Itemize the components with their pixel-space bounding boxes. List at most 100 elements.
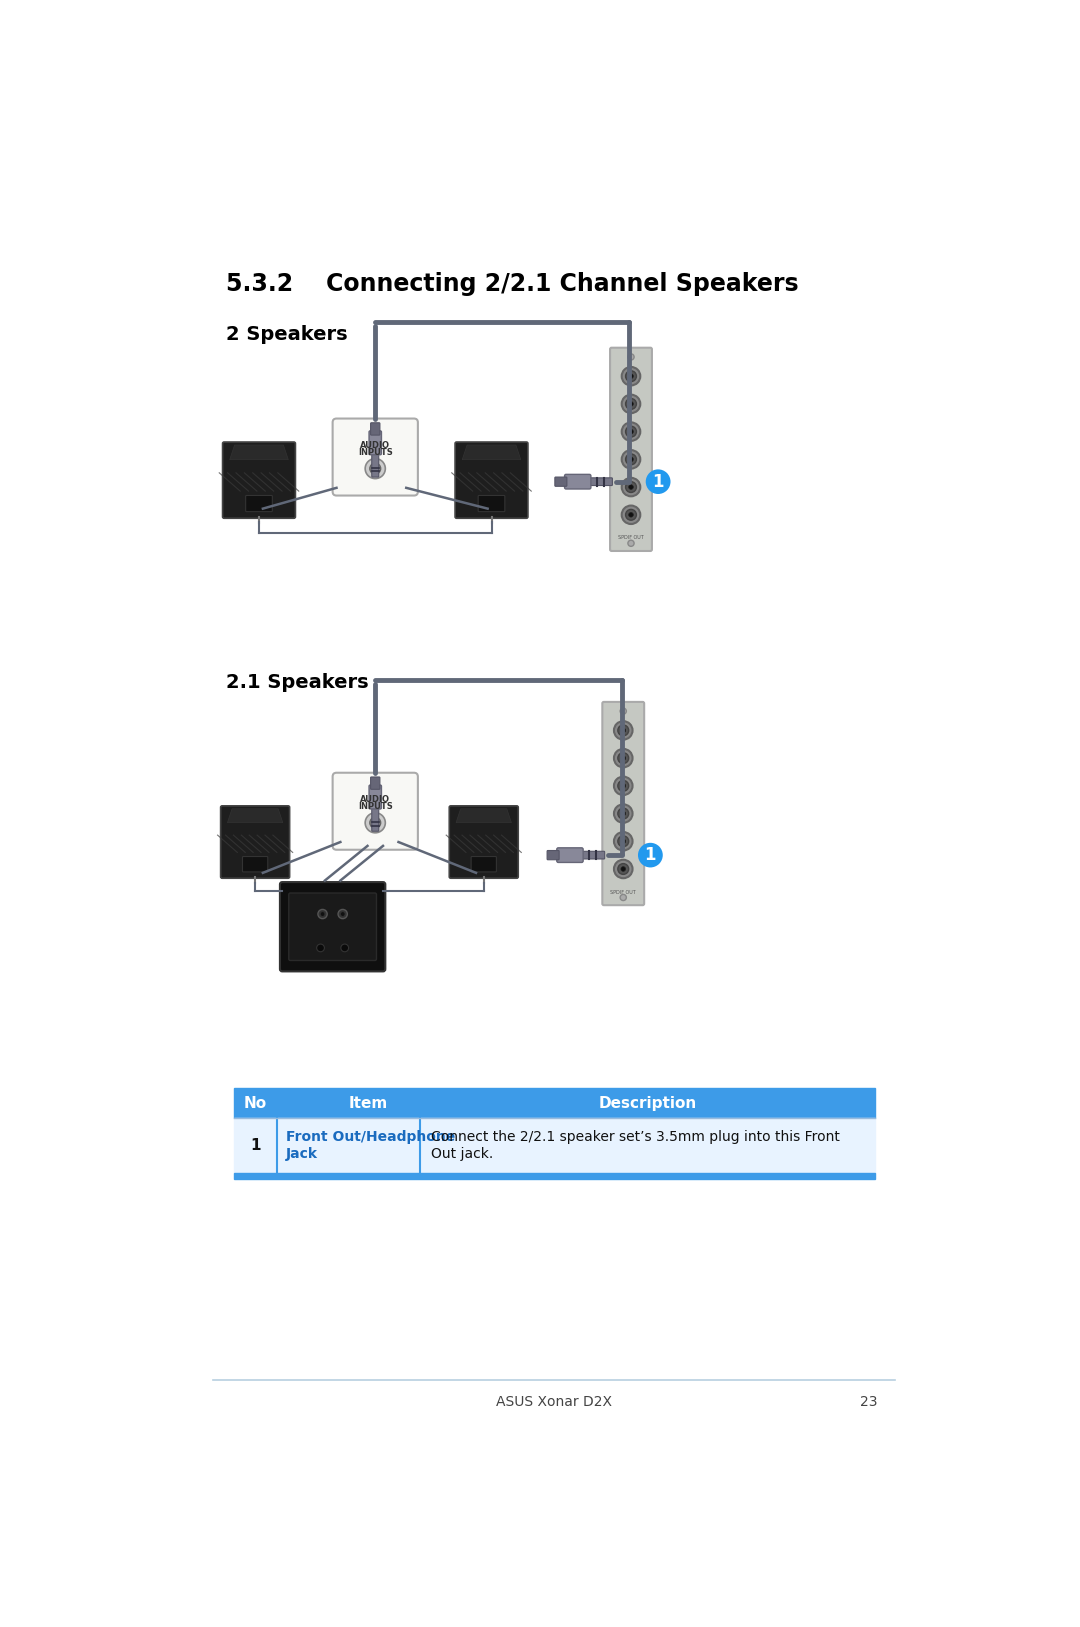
- Text: AUDIO: AUDIO: [361, 796, 390, 804]
- FancyBboxPatch shape: [372, 805, 379, 831]
- Circle shape: [613, 859, 633, 879]
- Circle shape: [321, 911, 325, 916]
- FancyBboxPatch shape: [245, 496, 272, 511]
- Text: Out jack.: Out jack.: [431, 1147, 494, 1162]
- Circle shape: [625, 371, 636, 382]
- Circle shape: [318, 909, 327, 919]
- Text: Front Out/Headphone: Front Out/Headphone: [286, 1129, 456, 1144]
- Text: SPDIF OUT: SPDIF OUT: [610, 890, 636, 895]
- Circle shape: [373, 820, 378, 825]
- FancyBboxPatch shape: [603, 701, 644, 905]
- Text: Item: Item: [349, 1095, 388, 1111]
- Circle shape: [625, 399, 636, 410]
- Text: ASUS Xonar D2X: ASUS Xonar D2X: [496, 1394, 611, 1409]
- Circle shape: [622, 423, 640, 441]
- Circle shape: [338, 909, 348, 919]
- Text: INPUTS: INPUTS: [357, 447, 393, 457]
- FancyBboxPatch shape: [333, 773, 418, 849]
- Circle shape: [620, 708, 626, 714]
- Circle shape: [622, 395, 640, 413]
- Text: INPUTS: INPUTS: [357, 802, 393, 812]
- Circle shape: [621, 727, 625, 732]
- Text: 1: 1: [251, 1137, 260, 1154]
- Circle shape: [622, 368, 640, 386]
- Circle shape: [621, 812, 625, 815]
- FancyBboxPatch shape: [478, 496, 504, 511]
- Circle shape: [621, 784, 625, 787]
- Polygon shape: [462, 446, 521, 460]
- FancyBboxPatch shape: [288, 893, 377, 960]
- FancyBboxPatch shape: [333, 418, 418, 496]
- Circle shape: [629, 430, 633, 434]
- Circle shape: [638, 843, 663, 867]
- Circle shape: [629, 513, 633, 517]
- FancyBboxPatch shape: [372, 451, 379, 477]
- FancyBboxPatch shape: [610, 348, 652, 552]
- Text: 2.1 Speakers: 2.1 Speakers: [227, 672, 369, 691]
- FancyBboxPatch shape: [280, 882, 386, 971]
- Text: 23: 23: [860, 1394, 877, 1409]
- Circle shape: [625, 482, 636, 493]
- Text: No: No: [244, 1095, 267, 1111]
- FancyBboxPatch shape: [243, 856, 268, 872]
- FancyBboxPatch shape: [370, 778, 380, 789]
- Text: 1: 1: [652, 473, 664, 491]
- Circle shape: [621, 867, 625, 872]
- Circle shape: [613, 776, 633, 796]
- FancyBboxPatch shape: [220, 805, 289, 879]
- Circle shape: [625, 426, 636, 438]
- FancyBboxPatch shape: [548, 851, 559, 859]
- Circle shape: [629, 457, 633, 462]
- Text: Description: Description: [598, 1095, 697, 1111]
- Circle shape: [627, 540, 634, 547]
- Circle shape: [621, 757, 625, 760]
- Circle shape: [618, 864, 629, 874]
- Circle shape: [629, 402, 633, 407]
- FancyBboxPatch shape: [555, 477, 567, 486]
- FancyBboxPatch shape: [369, 786, 381, 809]
- Circle shape: [613, 831, 633, 851]
- Circle shape: [618, 809, 629, 818]
- Circle shape: [369, 817, 380, 828]
- Circle shape: [341, 944, 349, 952]
- Text: 1: 1: [645, 846, 657, 864]
- Circle shape: [621, 840, 625, 843]
- Polygon shape: [456, 809, 512, 823]
- Circle shape: [627, 353, 634, 360]
- Text: 2 Speakers: 2 Speakers: [227, 325, 348, 343]
- FancyBboxPatch shape: [369, 431, 381, 454]
- Circle shape: [620, 895, 626, 901]
- Circle shape: [622, 506, 640, 524]
- Circle shape: [365, 459, 386, 478]
- FancyBboxPatch shape: [577, 851, 605, 859]
- Circle shape: [373, 467, 378, 470]
- Text: Connect the 2/2.1 speaker set’s 3.5mm plug into this Front: Connect the 2/2.1 speaker set’s 3.5mm pl…: [431, 1129, 840, 1144]
- Bar: [234, 1118, 875, 1173]
- Circle shape: [369, 464, 380, 473]
- Bar: [234, 1173, 875, 1178]
- FancyBboxPatch shape: [370, 423, 380, 434]
- Circle shape: [622, 451, 640, 469]
- Text: AUDIO: AUDIO: [361, 441, 390, 451]
- Circle shape: [625, 509, 636, 521]
- Polygon shape: [230, 446, 288, 460]
- Circle shape: [646, 469, 671, 495]
- Circle shape: [625, 454, 636, 465]
- FancyBboxPatch shape: [565, 475, 591, 490]
- Circle shape: [622, 478, 640, 496]
- Text: 5.3.2    Connecting 2/2.1 Channel Speakers: 5.3.2 Connecting 2/2.1 Channel Speakers: [227, 272, 799, 296]
- FancyBboxPatch shape: [449, 805, 518, 879]
- FancyBboxPatch shape: [584, 478, 612, 485]
- Circle shape: [365, 814, 386, 833]
- Circle shape: [618, 836, 629, 846]
- Circle shape: [316, 944, 324, 952]
- Circle shape: [629, 485, 633, 490]
- Bar: [234, 1088, 875, 1118]
- Polygon shape: [228, 809, 283, 823]
- FancyBboxPatch shape: [471, 856, 497, 872]
- Circle shape: [340, 911, 345, 916]
- Circle shape: [618, 781, 629, 791]
- FancyBboxPatch shape: [222, 443, 296, 519]
- Circle shape: [629, 374, 633, 379]
- Text: SPDIF OUT: SPDIF OUT: [618, 535, 644, 540]
